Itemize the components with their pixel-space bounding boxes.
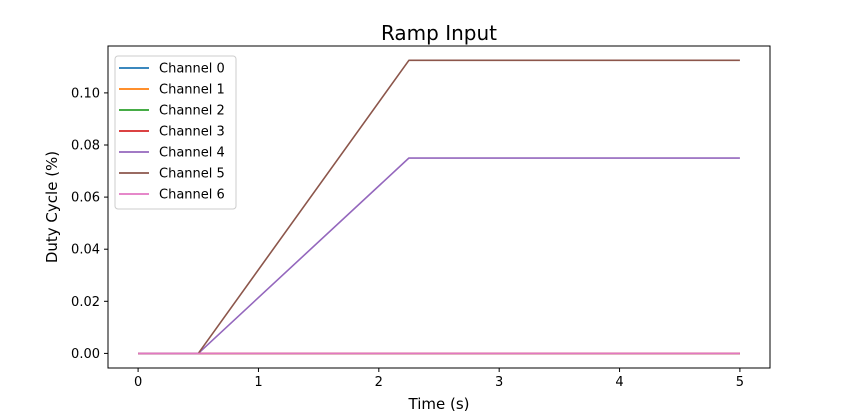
y-axis-label: Duty Cycle (%): [43, 151, 61, 263]
legend-label: Channel 4: [159, 146, 225, 161]
x-tick-label: 0: [134, 375, 142, 390]
x-tick-label: 2: [375, 375, 383, 390]
series-layer: [138, 59, 740, 355]
y-tick-label: 0.08: [71, 138, 100, 153]
legend: Channel 0 Channel 1 Channel 2 Channel 3 Chan…: [114, 55, 237, 210]
legend-label: Channel 0: [159, 62, 225, 77]
legend-label: Channel 1: [159, 83, 225, 98]
x-tick-label: 3: [495, 375, 503, 390]
y-tick-label: 0.04: [71, 243, 100, 258]
y-axis: 0.00 0.02 0.04 0.06 0.08 0.10: [71, 86, 108, 362]
plot-area: [107, 45, 771, 369]
legend-label: Channel 3: [159, 125, 225, 140]
y-tick-label: 0.06: [71, 191, 100, 206]
x-tick-label: 1: [254, 375, 262, 390]
legend-label: Channel 5: [159, 167, 225, 182]
y-tick-label: 0.02: [71, 295, 100, 310]
x-axis-label: Time (s): [408, 395, 470, 412]
legend-label: Channel 2: [159, 104, 225, 119]
legend-box: [114, 55, 237, 210]
y-tick-label: 0.10: [71, 86, 100, 101]
x-tick-label: 5: [736, 375, 744, 390]
y-tick-label: 0.00: [71, 347, 100, 362]
chart-title: Ramp Input: [381, 21, 497, 45]
x-axis: 0 1 2 3 4 5: [134, 368, 744, 390]
x-tick-label: 4: [615, 375, 623, 390]
legend-label: Channel 6: [159, 188, 225, 203]
